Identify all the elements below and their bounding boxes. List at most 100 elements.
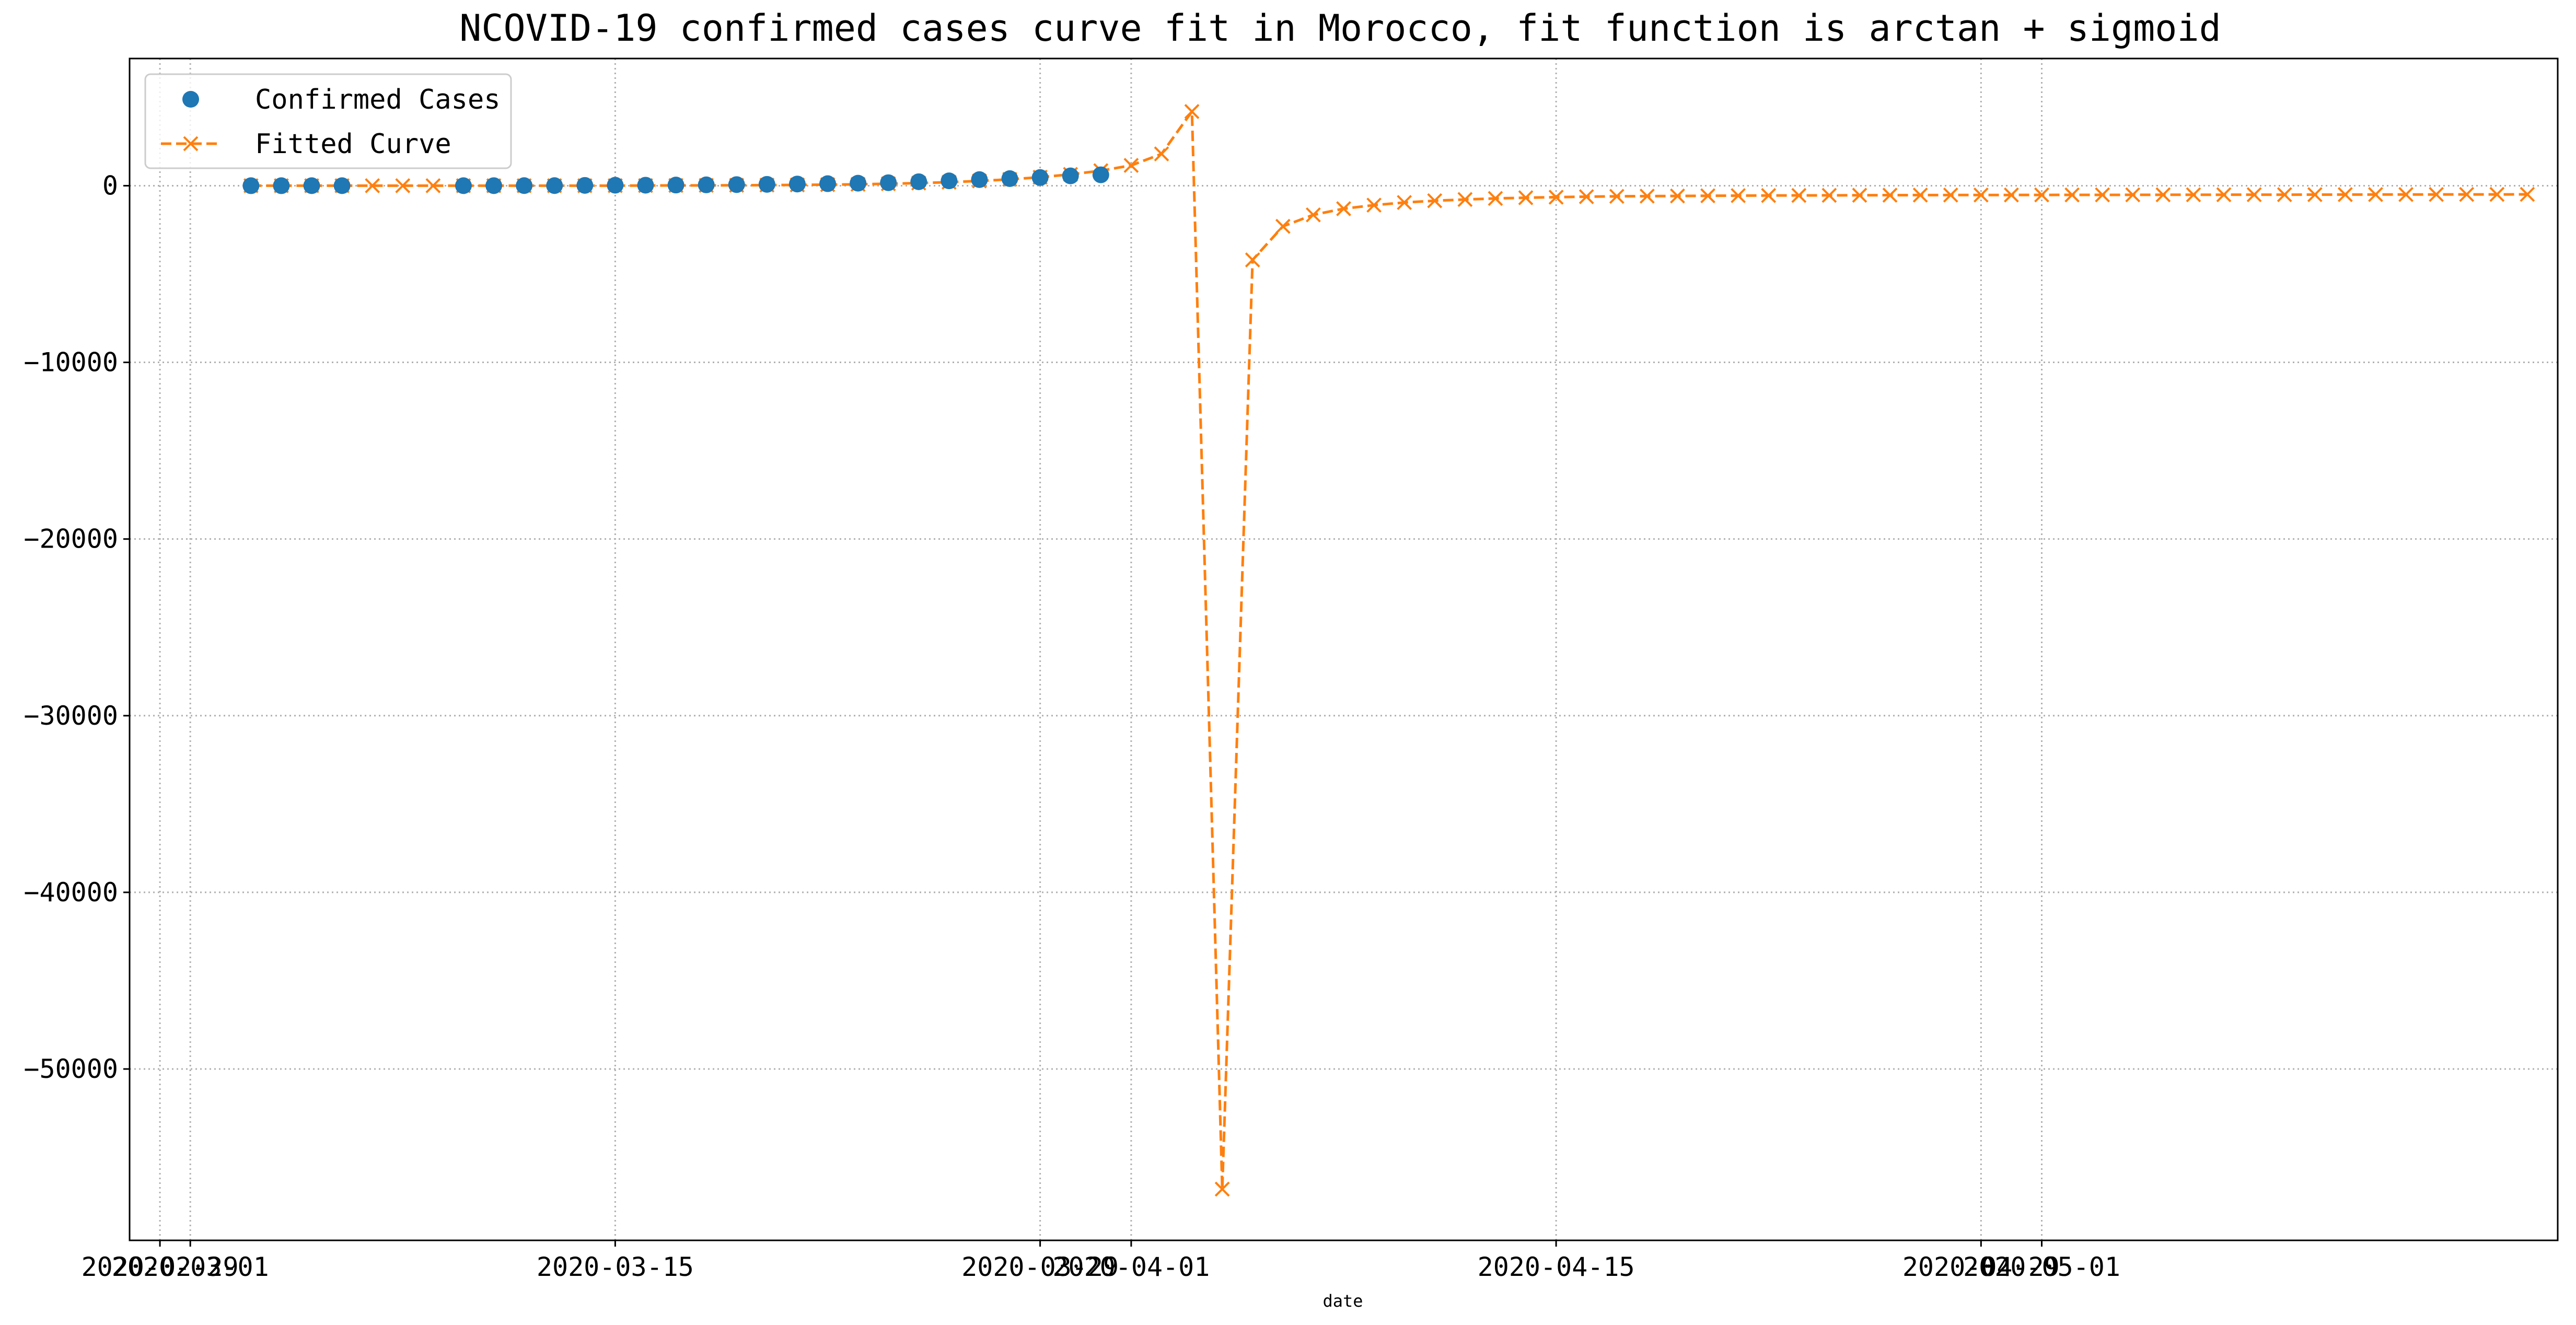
fitted-curve-point (1731, 188, 1746, 203)
confirmed-cases-point (880, 174, 897, 191)
fitted-curve-point (2429, 187, 2444, 202)
fitted-curve-point (2307, 187, 2323, 202)
legend-confirmed-marker (182, 91, 199, 108)
fitted-curve-point (1579, 189, 1594, 204)
confirmed-cases-point (637, 177, 654, 194)
fitted-curve-point (1639, 188, 1655, 204)
x-tick-label: 2020-05-01 (1963, 1252, 2120, 1282)
fitted-curve-point (2246, 187, 2262, 203)
plot-area-frame (129, 57, 2559, 1241)
fitted-curve-point (2216, 187, 2232, 203)
fitted-curve-point (1700, 188, 1715, 204)
fitted-curve-point (1366, 197, 1382, 213)
x-tick-label: 2020-02-29 (82, 1252, 239, 1282)
fitted-curve-point (1609, 189, 1624, 204)
confirmed-cases-point (758, 176, 775, 193)
fitted-curve-point (2489, 187, 2505, 202)
confirmed-cases-point (728, 176, 745, 193)
y-tick-label: −40000 (24, 877, 118, 908)
y-tick-label: −30000 (24, 701, 118, 731)
grid-lines (130, 59, 2558, 1240)
chart-title: NCOVID-19 confirmed cases curve fit in M… (459, 7, 2221, 50)
confirmed-cases-point (788, 176, 806, 193)
legend-box (144, 73, 512, 169)
x-axis-label: date (1322, 1291, 1363, 1311)
fitted-curve-point (2459, 187, 2475, 202)
confirmed-cases-point (910, 173, 927, 190)
confirmed-cases-point (698, 176, 715, 193)
x-tick-label: 2020-03-01 (112, 1252, 269, 1282)
fitted-curve-point (1973, 187, 1989, 203)
fitted-curve-point (2337, 187, 2353, 202)
fitted-curve-point (2520, 187, 2535, 202)
confirmed-cases-point (516, 177, 533, 194)
confirmed-cases-point (576, 177, 594, 194)
fitted-curve-line (251, 110, 2527, 1191)
fitted-curve-point (1912, 187, 1928, 203)
fitted-curve-point (2004, 187, 2019, 203)
y-tick-label: 0 (102, 170, 118, 201)
fitted-curve-point (2155, 187, 2171, 203)
fitted-curve-point (365, 178, 380, 193)
legend-item-fitted-curve: Fitted Curve (161, 129, 451, 160)
confirmed-cases-point (667, 177, 684, 194)
fitted-curve-point (1397, 195, 1412, 210)
fitted-curve-point (2125, 187, 2141, 203)
fitted-curve-point (2398, 187, 2413, 202)
x-tick-label: 2020-04-15 (1478, 1252, 1635, 1282)
fitted-curve-point (1154, 146, 1169, 161)
y-tick-label: −20000 (24, 524, 118, 554)
fitted-curve-point (1791, 188, 1807, 203)
y-tick-label: −10000 (24, 347, 118, 378)
fitted-curve-point (2034, 187, 2049, 203)
fitted-curve-point (1943, 187, 1958, 203)
fitted-curve-point (1427, 193, 1443, 208)
legend-item-confirmed-cases: Confirmed Cases (182, 84, 501, 115)
confirmed-cases-point (1092, 166, 1109, 183)
y-tick-label: −50000 (24, 1054, 118, 1084)
confirmed-cases-point (607, 177, 624, 194)
fitted-curve-point (1761, 188, 1777, 203)
legend-fitted-marker (183, 136, 199, 152)
confirmed-cases-point (242, 177, 260, 194)
confirmed-cases-point (1001, 170, 1018, 187)
fitted-curve-point (1245, 252, 1260, 268)
x-tick-label: 2020-04-01 (1052, 1252, 1210, 1282)
confirmed-cases-point (1031, 169, 1049, 186)
fitted-curve-point (395, 178, 411, 193)
fitted-curve-point (1548, 190, 1564, 205)
confirmed-cases-point (485, 177, 503, 194)
fitted-curve-point (1305, 207, 1321, 223)
legend: Confirmed Cases Fitted Curve (144, 73, 512, 169)
fitted-curve-point (1123, 158, 1139, 173)
confirmed-cases-point (941, 172, 958, 190)
legend-confirmed-label: Confirmed Cases (255, 84, 501, 115)
fitted-curve-point (1488, 191, 1503, 206)
fitted-curve-point (2277, 187, 2292, 202)
legend-fitted-label: Fitted Curve (255, 129, 451, 160)
fitted-curve-point (2064, 187, 2080, 203)
fitted-curve-point (425, 178, 441, 193)
confirmed-cases-point (303, 177, 320, 194)
x-tick-label: 2020-03-29 (961, 1252, 1119, 1282)
fitted-curve-point (1336, 201, 1351, 216)
fitted-curve-point (2186, 187, 2201, 203)
fitted-curve-point (1821, 188, 1837, 203)
fitted-curve-point (1184, 104, 1200, 119)
fitted-curve-point (2368, 187, 2383, 202)
fitted-curve-point (1882, 188, 1898, 203)
x-tick-label: 2020-03-15 (537, 1252, 694, 1282)
fitted-curve-point (2095, 187, 2110, 203)
fitted-curve-point (1852, 188, 1867, 203)
confirmed-cases-point (333, 177, 351, 194)
confirmed-cases-point (546, 177, 563, 194)
confirmed-cases-point (1062, 167, 1079, 184)
fitted-curve-point (1670, 188, 1685, 204)
confirmed-cases-point (273, 177, 290, 194)
confirmed-cases-point (971, 171, 988, 188)
fitted-curve-point (1457, 192, 1473, 207)
fitted-curve-point (1214, 1181, 1230, 1197)
x-tick-label: 2020-04-29 (1902, 1252, 2060, 1282)
